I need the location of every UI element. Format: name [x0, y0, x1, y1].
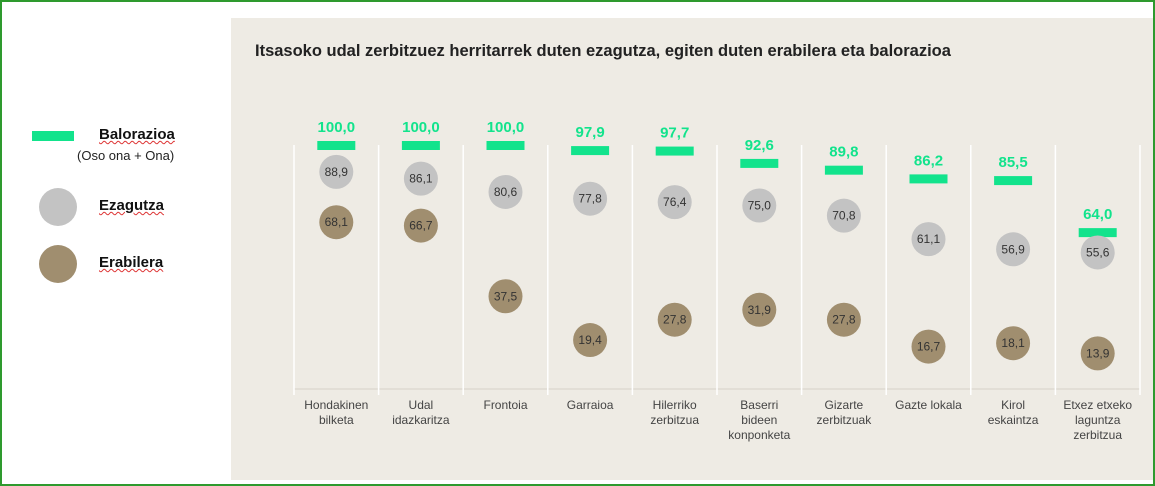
dot — [826, 302, 861, 337]
legend-swatch — [39, 188, 77, 226]
x-tick-label: Baserri bideen konponketa — [728, 398, 791, 442]
dot — [911, 222, 946, 257]
value-label: 80,6 — [494, 185, 518, 199]
dot — [573, 181, 608, 216]
legend-label: Erabilera — [99, 254, 164, 271]
value-label: 85,5 — [998, 154, 1027, 171]
x-tick-label: Udal idazkaritza — [392, 398, 450, 427]
value-label: 27,8 — [832, 313, 856, 327]
x-tick-label: Etxez etxeko laguntza zerbitzua — [1063, 398, 1133, 442]
dot — [742, 292, 777, 327]
dot — [996, 232, 1031, 267]
value-label: 16,7 — [917, 340, 941, 354]
value-label: 88,9 — [325, 165, 349, 179]
legend-swatch — [39, 245, 77, 283]
dot — [1080, 235, 1115, 270]
x-tick-label: Garraioa — [566, 398, 614, 412]
value-label: 100,0 — [487, 119, 525, 136]
x-tick-label: Frontoia — [483, 398, 528, 412]
dot — [403, 161, 438, 196]
rating-bar — [655, 146, 694, 156]
dot — [573, 323, 608, 358]
dot — [403, 208, 438, 243]
value-label: 100,0 — [318, 119, 356, 136]
rating-bar — [824, 165, 863, 175]
dot — [488, 279, 523, 314]
rating-bar — [401, 141, 440, 150]
value-label: 76,4 — [663, 195, 687, 209]
x-tick-label: Hondakinen bilketa — [304, 398, 369, 427]
rating-bar — [486, 141, 525, 150]
dot — [657, 185, 692, 220]
dot — [319, 205, 354, 240]
x-tick-label: Gizarte zerbitzuak — [816, 398, 872, 427]
rating-bar — [1078, 228, 1117, 238]
x-tick-label: Gazte lokala — [895, 398, 962, 412]
value-label: 13,9 — [1086, 346, 1110, 360]
dot — [488, 174, 523, 209]
rating-bar — [909, 174, 948, 184]
dot — [319, 154, 354, 189]
dot — [742, 188, 777, 223]
legend-label: Ezagutza — [99, 197, 165, 214]
value-label: 77,8 — [578, 192, 602, 206]
value-label: 66,7 — [409, 219, 433, 233]
value-label: 97,7 — [660, 125, 689, 142]
rating-bar — [994, 176, 1033, 186]
value-label: 55,6 — [1086, 245, 1110, 259]
dot — [911, 329, 946, 364]
legend-label: Balorazioa — [99, 126, 175, 143]
value-label: 100,0 — [402, 119, 440, 136]
value-label: 68,1 — [325, 215, 349, 229]
value-label: 89,8 — [829, 144, 858, 161]
dot — [1080, 336, 1115, 371]
value-label: 27,8 — [663, 313, 687, 327]
dot — [826, 198, 861, 233]
value-label: 19,4 — [578, 333, 602, 347]
rating-bar — [317, 141, 356, 150]
dot — [657, 302, 692, 337]
value-label: 37,5 — [494, 289, 518, 303]
legend-note: (Oso ona + Ona) — [77, 148, 175, 163]
value-label: 75,0 — [748, 199, 772, 213]
dot — [996, 326, 1031, 361]
value-label: 61,1 — [917, 232, 941, 246]
legend-swatch — [32, 131, 74, 141]
rating-bar — [740, 158, 779, 168]
value-label: 92,6 — [745, 137, 774, 154]
rating-bar — [571, 146, 610, 156]
x-tick-label: Hilerriko zerbitzua — [650, 398, 700, 427]
x-tick-label: Kirol eskaintza — [987, 398, 1039, 427]
chart-title: Itsasoko udal zerbitzuez herritarrek dut… — [255, 42, 951, 60]
value-label: 86,1 — [409, 172, 433, 186]
value-label: 64,0 — [1083, 206, 1112, 223]
value-label: 31,9 — [748, 303, 772, 317]
value-label: 97,9 — [575, 124, 604, 141]
value-label: 70,8 — [832, 209, 856, 223]
value-label: 18,1 — [1001, 336, 1025, 350]
value-label: 56,9 — [1001, 242, 1025, 256]
value-label: 86,2 — [914, 152, 943, 169]
